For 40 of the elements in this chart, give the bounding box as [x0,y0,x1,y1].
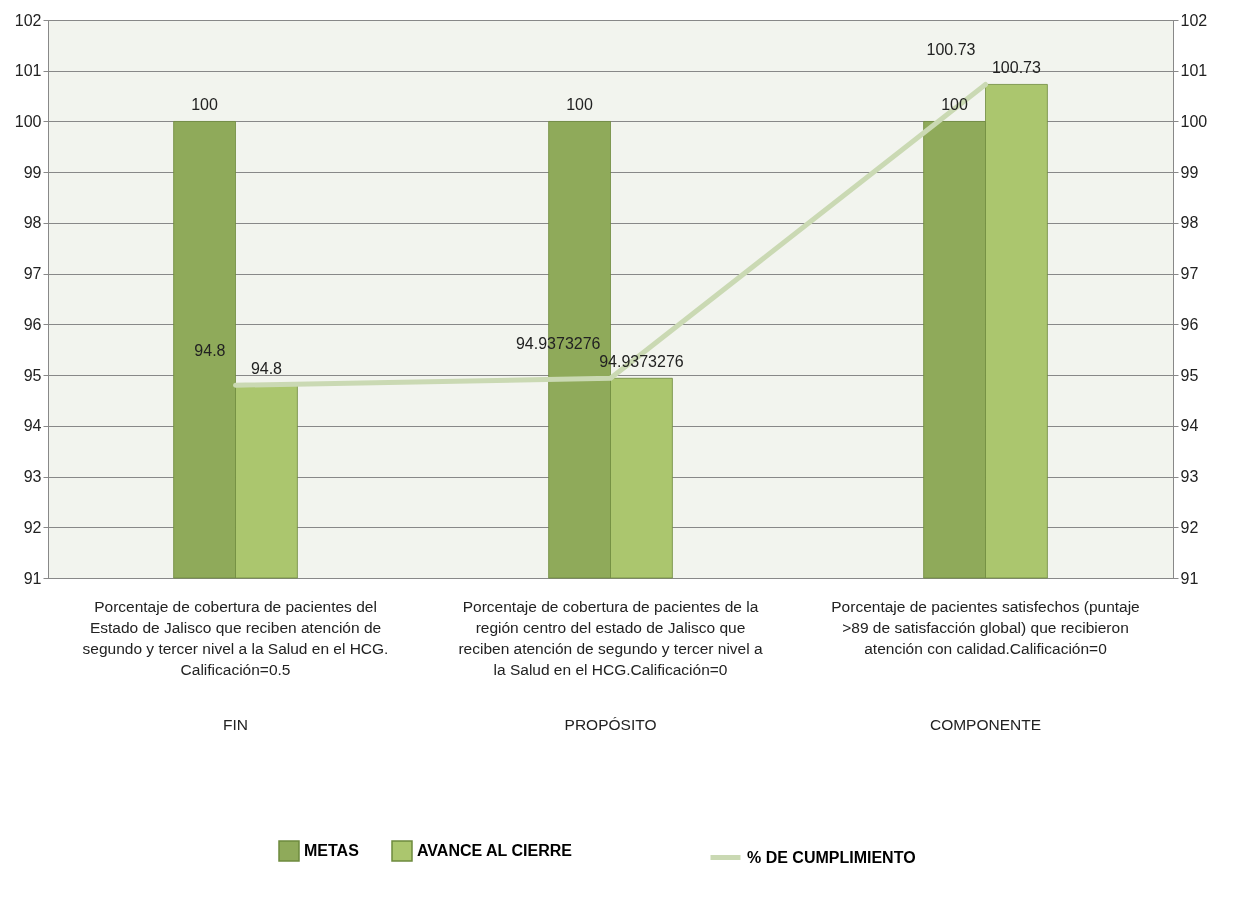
data-label: 100 [566,96,594,114]
legend-label: % DE CUMPLIMIENTO [747,848,916,866]
y-tick-label: 102 [14,11,42,29]
y-tick-label: 94 [23,417,42,435]
data-label: 94.8 [250,360,283,378]
y2-tick-label: 93 [1180,468,1199,486]
x-tick-label: Porcentaje de cobertura de pacientes del Estado de Jalisco que reciben atención de segundo y tercer nivel a la Salud en el HCG. Calificación=0.5 [82,598,389,678]
y2-tick-label: 91 [1180,569,1199,587]
legend-label: METAS [304,842,360,859]
text: COMPONENTE [929,716,1042,733]
y2-tick-label: 92 [1180,518,1199,536]
y-tick-label: 95 [23,366,42,384]
y-tick-label: 100 [14,112,42,130]
data-label: 100 [941,96,969,114]
y2-tick-label: 99 [1180,163,1199,181]
y2-tick-label: 94 [1180,417,1199,435]
y2-tick-label: 96 [1180,315,1199,333]
y2-tick-label: 102 [1180,11,1208,29]
y2-tick-label: 101 [1180,62,1208,80]
x-tick-label: Porcentaje de pacientes satisfechos (puntaje >89 de satisfacción global) que recibieron atención con calidad.Calificación=0 [831,598,1140,657]
y2-tick-label: 97 [1180,265,1199,283]
legend-label: AVANCE AL CIERRE [417,842,573,859]
data-label: 100 [191,96,219,114]
y2-tick-label: 100 [1180,112,1208,130]
y-tick-label: 101 [14,62,42,80]
text: FIN [223,716,248,733]
text: PROPÓSITO [564,716,657,733]
x-tick-label: Porcentaje de cobertura de pacientes de la región centro del estado de Jalisco que reciben atención de segundo y tercer nivel a la Salud en el HCG.Calificación=0 [458,598,763,678]
data-label: 94.8 [194,342,226,360]
y-tick-label: 93 [23,468,42,486]
y-tick-label: 98 [23,214,42,232]
y-tick-label: 99 [23,163,42,181]
y-tick-label: 91 [23,569,42,587]
y2-tick-label: 98 [1180,214,1199,232]
y-tick-label: 97 [23,265,42,283]
data-label: 100.73 [991,59,1042,77]
y-tick-label: 92 [23,518,42,536]
y-tick-label: 96 [23,315,42,333]
data-label: 100.73 [926,41,976,59]
y2-tick-label: 95 [1180,366,1199,384]
